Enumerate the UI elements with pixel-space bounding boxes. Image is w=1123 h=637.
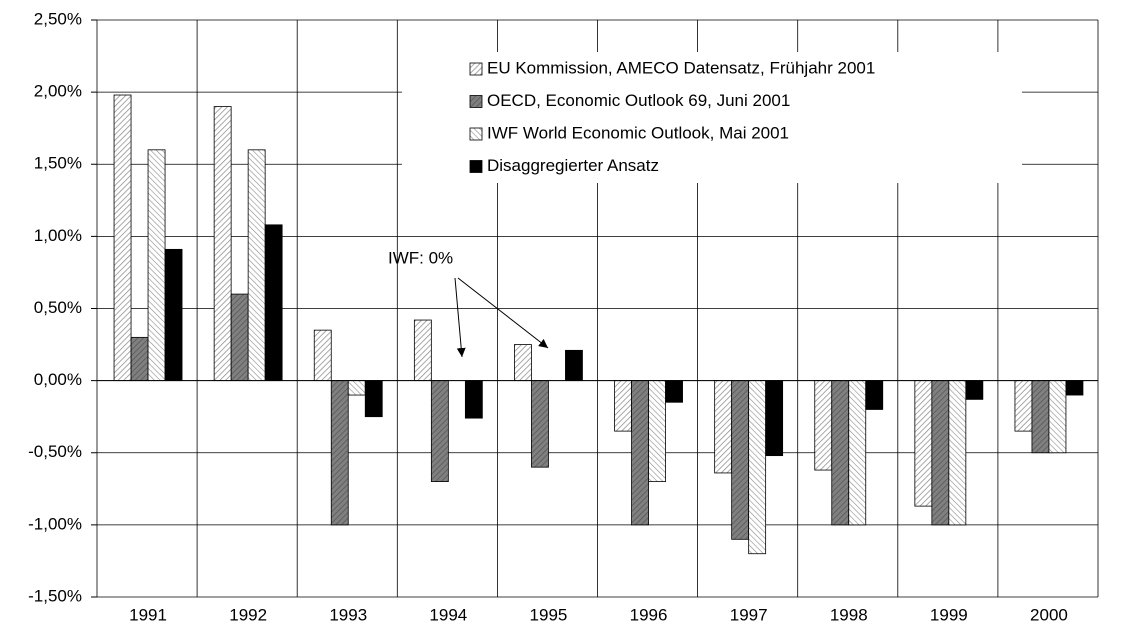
y-tick-label: 1,00% (34, 226, 82, 245)
legend-swatch (469, 62, 483, 76)
bar (230, 293, 249, 382)
x-tick-label: 1999 (930, 605, 968, 624)
y-tick-label: -0,50% (28, 442, 82, 461)
bar (1048, 380, 1067, 454)
x-tick-label: 2000 (1030, 605, 1068, 624)
bar (247, 149, 266, 382)
bar (731, 380, 750, 540)
legend-swatch (469, 160, 483, 173)
bar (848, 380, 867, 526)
legend: EU Kommission, AMECO Datensatz, Frühjahr… (402, 52, 1022, 183)
annotation: IWF: 0% (388, 248, 549, 358)
annotation-text: IWF: 0% (388, 248, 453, 267)
bar (1065, 380, 1084, 396)
bar (1014, 380, 1033, 432)
bar (614, 380, 632, 432)
x-tick-label: 1991 (129, 605, 167, 624)
legend-label: EU Kommission, AMECO Datensatz, Frühjahr… (487, 58, 875, 77)
y-tick-label: 0,50% (34, 298, 82, 317)
x-tick-label: 1996 (630, 605, 668, 624)
bar (531, 380, 549, 468)
bar (330, 380, 349, 526)
bar (965, 380, 984, 400)
bar (147, 149, 166, 382)
bar (413, 319, 432, 382)
bars (97, 94, 1098, 555)
legend-label: OECD, Economic Outlook 69, Juni 2001 (487, 91, 790, 110)
bar (814, 380, 833, 471)
bar (1031, 380, 1050, 454)
y-tick-label: 0,00% (34, 370, 82, 389)
bar (648, 380, 666, 482)
x-tick-label: 1992 (229, 605, 267, 624)
bar (313, 329, 332, 382)
bar (264, 224, 283, 382)
bar (514, 344, 532, 382)
bar (631, 380, 649, 526)
bar (464, 380, 483, 419)
legend-box (402, 52, 1022, 183)
bar (831, 380, 850, 526)
legend-label: Disaggregierter Ansatz (487, 156, 659, 175)
bar (748, 380, 767, 555)
bar (665, 380, 683, 403)
bar (130, 336, 149, 382)
bar (364, 380, 383, 418)
x-tick-label: 1997 (730, 605, 768, 624)
legend-swatch (469, 127, 483, 141)
y-tick-label: 2,00% (34, 82, 82, 101)
y-tick-label: -1,00% (28, 514, 82, 533)
x-tick-label: 1994 (429, 605, 467, 624)
bar (164, 248, 183, 382)
bar (213, 106, 232, 382)
bar (931, 380, 950, 526)
bar (347, 380, 366, 396)
bar (430, 380, 449, 482)
legend-swatch (469, 95, 483, 108)
bar (113, 94, 132, 382)
y-tick-label: 1,50% (34, 154, 82, 173)
annotation-arrow (457, 277, 549, 349)
bar (865, 380, 884, 410)
bar (714, 380, 733, 474)
bar (565, 349, 583, 382)
bar (765, 380, 784, 457)
legend-label: IWF World Economic Outlook, Mai 2001 (487, 123, 789, 142)
annotation-arrow (454, 277, 466, 358)
bar (914, 380, 933, 507)
y-tick-label: -1,50% (28, 586, 82, 605)
y-tick-label: 2,50% (34, 9, 82, 28)
x-tick-label: 1998 (830, 605, 868, 624)
x-tick-label: 1993 (329, 605, 367, 624)
bar (948, 380, 967, 526)
x-tick-label: 1995 (530, 605, 568, 624)
